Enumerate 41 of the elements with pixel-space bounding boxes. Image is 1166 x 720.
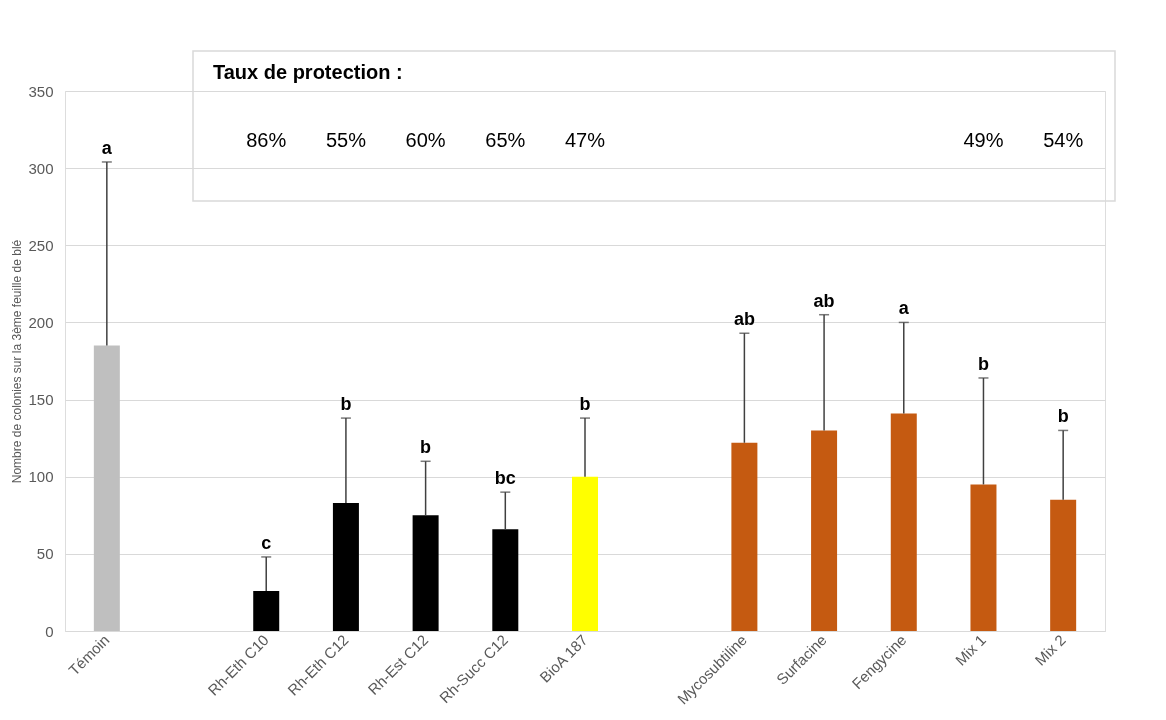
- annotation: 60%: [405, 129, 446, 151]
- annotation: 49%: [963, 129, 1004, 151]
- y-axis-title: Nombre de colonies sur la 3ème feuille de blé: [10, 239, 25, 484]
- bar: [970, 484, 997, 631]
- annotation: 54%: [1043, 129, 1084, 151]
- bar: [412, 515, 439, 631]
- annotation: b: [420, 437, 432, 458]
- annotation: 86%: [246, 129, 287, 151]
- y-tick-label: 150: [28, 391, 54, 409]
- annotation: ab: [813, 290, 835, 311]
- bar: [811, 430, 838, 631]
- x-tick-label: Mix 2: [1031, 631, 1069, 669]
- annotation: b: [1057, 406, 1069, 427]
- bar: [253, 590, 280, 631]
- y-tick-label: 350: [28, 82, 54, 100]
- bar: [1050, 499, 1077, 631]
- annotation: b: [579, 394, 591, 415]
- annotation: 65%: [485, 129, 526, 151]
- annotation: 55%: [325, 129, 367, 151]
- bar: [731, 442, 758, 631]
- annotation: a: [101, 137, 113, 158]
- annotation: b: [340, 394, 352, 415]
- x-tick-label: Mix 1: [951, 631, 990, 669]
- bar: [890, 413, 917, 631]
- y-tick-label: 300: [28, 159, 54, 177]
- annotation: bc: [494, 468, 516, 489]
- annotation: c: [261, 532, 272, 553]
- bar: [332, 502, 359, 631]
- y-tick-label: 250: [28, 236, 54, 254]
- annotation: b: [977, 353, 989, 374]
- annotation: 47%: [564, 129, 606, 151]
- bar: [572, 476, 598, 631]
- bar: [492, 529, 519, 631]
- annotation: a: [898, 298, 910, 319]
- bar: [93, 345, 120, 631]
- text: Taux de protection :: [213, 61, 403, 83]
- y-tick-label: 200: [28, 313, 54, 331]
- y-tick-label: 50: [36, 545, 54, 563]
- y-tick-label: 100: [28, 468, 54, 486]
- annotation: ab: [733, 309, 755, 330]
- y-tick-label: 0: [45, 622, 54, 640]
